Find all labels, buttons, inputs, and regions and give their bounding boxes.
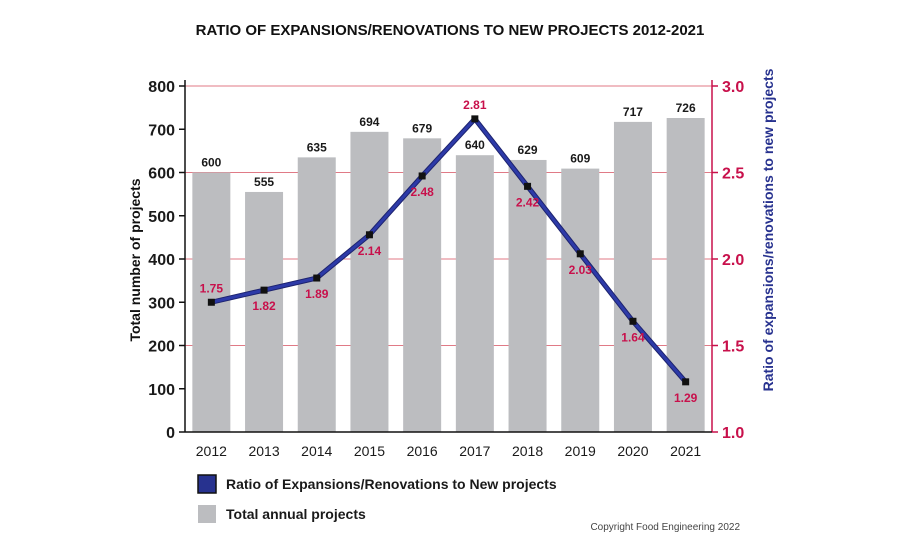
y-axis-left-label: Total number of projects <box>127 178 143 341</box>
legend: Ratio of Expansions/Renovations to New p… <box>197 474 557 523</box>
bar-value-label: 629 <box>518 143 538 157</box>
y-axis-right-label: Ratio of expansions/renovations to new p… <box>760 68 776 391</box>
ratio-line <box>207 115 690 386</box>
bar-value-label: 600 <box>201 156 221 170</box>
legend-swatch-total <box>198 505 216 523</box>
x-tick-label: 2013 <box>248 443 279 459</box>
y-tick-label-left: 100 <box>148 382 175 399</box>
ratio-line-path <box>211 117 687 383</box>
bar-2014 <box>297 157 336 433</box>
legend-label-total: Total annual projects <box>226 506 366 522</box>
y-tick-label-right: 1.0 <box>722 425 744 442</box>
y-tick-label-right: 2.5 <box>722 166 744 183</box>
bar-value-label: 679 <box>412 121 432 135</box>
ratio-value-label: 1.64 <box>621 330 645 344</box>
bar-value-label: 609 <box>570 152 590 166</box>
ratio-point-2021 <box>682 378 690 386</box>
bar-value-label: 694 <box>359 115 379 129</box>
y-tick-label-right: 1.5 <box>722 339 744 356</box>
ratio-value-label: 2.03 <box>569 263 593 277</box>
bar-value-label: 640 <box>465 138 485 152</box>
copyright-note: Copyright Food Engineering 2022 <box>590 522 740 533</box>
legend-label-ratio: Ratio of Expansions/Renovations to New p… <box>226 476 557 492</box>
y-tick-label-left: 0 <box>166 425 175 442</box>
bar-2020 <box>613 121 652 433</box>
bar-2019 <box>561 168 600 433</box>
axes: 0 100 200 300 400 500 600 700 800 1.0 1.5 2.0 2.5 3.0… <box>148 79 744 459</box>
legend-swatch-ratio <box>197 474 217 494</box>
bar-2013 <box>245 191 284 432</box>
y-tick-label-right: 2.0 <box>722 252 744 269</box>
y-tick-label-left: 700 <box>148 122 175 139</box>
ratio-value-label: 2.81 <box>463 98 487 112</box>
y-tick-label-left: 300 <box>148 295 175 312</box>
y-tick-label-left: 400 <box>148 252 175 269</box>
ratio-value-label: 1.29 <box>674 391 698 405</box>
bars <box>192 118 705 433</box>
bar-value-label: 555 <box>254 175 274 189</box>
ratio-value-label: 2.14 <box>358 244 382 258</box>
x-tick-label: 2015 <box>354 443 385 459</box>
ratio-value-label: 2.42 <box>516 195 540 209</box>
bar-2017 <box>455 155 494 432</box>
bar-2015 <box>350 131 389 432</box>
x-tick-label: 2019 <box>565 443 596 459</box>
ratio-value-label: 1.82 <box>252 299 276 313</box>
y-tick-label-right: 3.0 <box>722 79 744 96</box>
ratio-point-2017 <box>471 115 479 123</box>
ratio-point-2016 <box>418 172 426 180</box>
x-tick-label: 2012 <box>196 443 227 459</box>
x-tick-label: 2014 <box>301 443 332 459</box>
ratio-point-2014 <box>313 274 321 282</box>
chart-title: RATIO OF EXPANSIONS/RENOVATIONS TO NEW P… <box>196 22 705 39</box>
bar-value-label: 726 <box>676 101 696 115</box>
x-tick-label: 2018 <box>512 443 543 459</box>
ratio-point-2019 <box>576 250 584 258</box>
x-tick-label: 2016 <box>407 443 438 459</box>
bar-value-label: 717 <box>623 105 643 119</box>
ratio-point-2013 <box>260 286 268 294</box>
x-tick-label: 2020 <box>617 443 648 459</box>
ratio-point-2012 <box>207 298 215 306</box>
ratio-value-label: 1.75 <box>200 281 224 295</box>
data-labels: 600 555 635 694 679 640 629 609 717 726 1.75 1.82 1.… <box>200 98 698 405</box>
y-tick-label-left: 600 <box>148 166 175 183</box>
x-tick-label: 2017 <box>459 443 490 459</box>
ratio-value-label: 1.89 <box>305 287 329 301</box>
bar-value-label: 635 <box>307 140 327 154</box>
x-tick-label: 2021 <box>670 443 701 459</box>
y-tick-label-left: 200 <box>148 339 175 356</box>
ratio-value-label: 2.48 <box>410 185 434 199</box>
ratio-point-2018 <box>524 182 532 190</box>
y-tick-label-left: 500 <box>148 209 175 226</box>
ratio-point-2020 <box>629 317 637 325</box>
y-tick-label-left: 800 <box>148 79 175 96</box>
ratio-point-2015 <box>365 231 373 239</box>
bar-2016 <box>403 138 442 432</box>
